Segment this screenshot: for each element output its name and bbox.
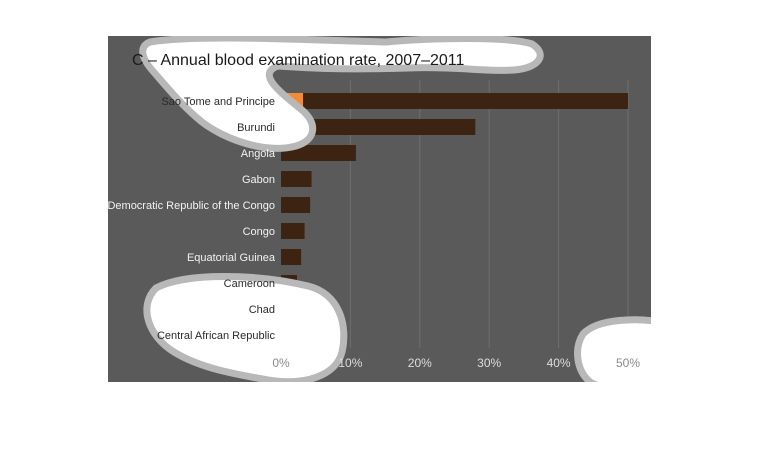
white-overlay-blobs [139, 36, 651, 382]
bar [281, 249, 302, 265]
bottom-right-blob [574, 316, 651, 382]
chart-panel: C – Annual blood examination rate, 2007–… [108, 36, 651, 382]
category-label: Gabon [242, 174, 275, 186]
category-label: Sao Tome and Principe [161, 96, 275, 108]
x-tick-label: 50% [616, 356, 640, 370]
bar [281, 145, 356, 161]
bar [281, 197, 311, 213]
bar-chart: C – Annual blood examination rate, 2007–… [108, 36, 651, 382]
bottom-left-blob [143, 273, 348, 382]
bar [281, 119, 476, 135]
bar [281, 171, 312, 187]
x-axis-tick-labels: 0% 10% 20% 30% 40% 50% [272, 356, 640, 370]
category-labels: Sao Tome and Principe Burundi Angola Gabon D… [108, 96, 276, 342]
chart-title: C – Annual blood examination rate, 2007–… [132, 52, 465, 69]
x-tick-label: 20% [408, 356, 432, 370]
x-tick-label: 10% [338, 356, 362, 370]
category-label: Chad [249, 304, 275, 316]
bar [281, 223, 305, 239]
category-label: Angola [241, 148, 276, 160]
bar [281, 93, 628, 109]
category-label: Cameroon [224, 278, 275, 290]
category-label: Central African Republic [157, 330, 276, 342]
title-highlight-blob [139, 36, 544, 152]
category-label: Congo [243, 226, 275, 238]
category-label: Equatorial Guinea [187, 252, 276, 264]
category-label: Democratic Republic of the Congo [108, 200, 275, 212]
x-tick-label: 30% [477, 356, 501, 370]
bars [281, 93, 628, 317]
x-tick-label: 40% [547, 356, 571, 370]
category-label: Burundi [237, 122, 275, 134]
x-tick-label: 0% [272, 356, 290, 370]
